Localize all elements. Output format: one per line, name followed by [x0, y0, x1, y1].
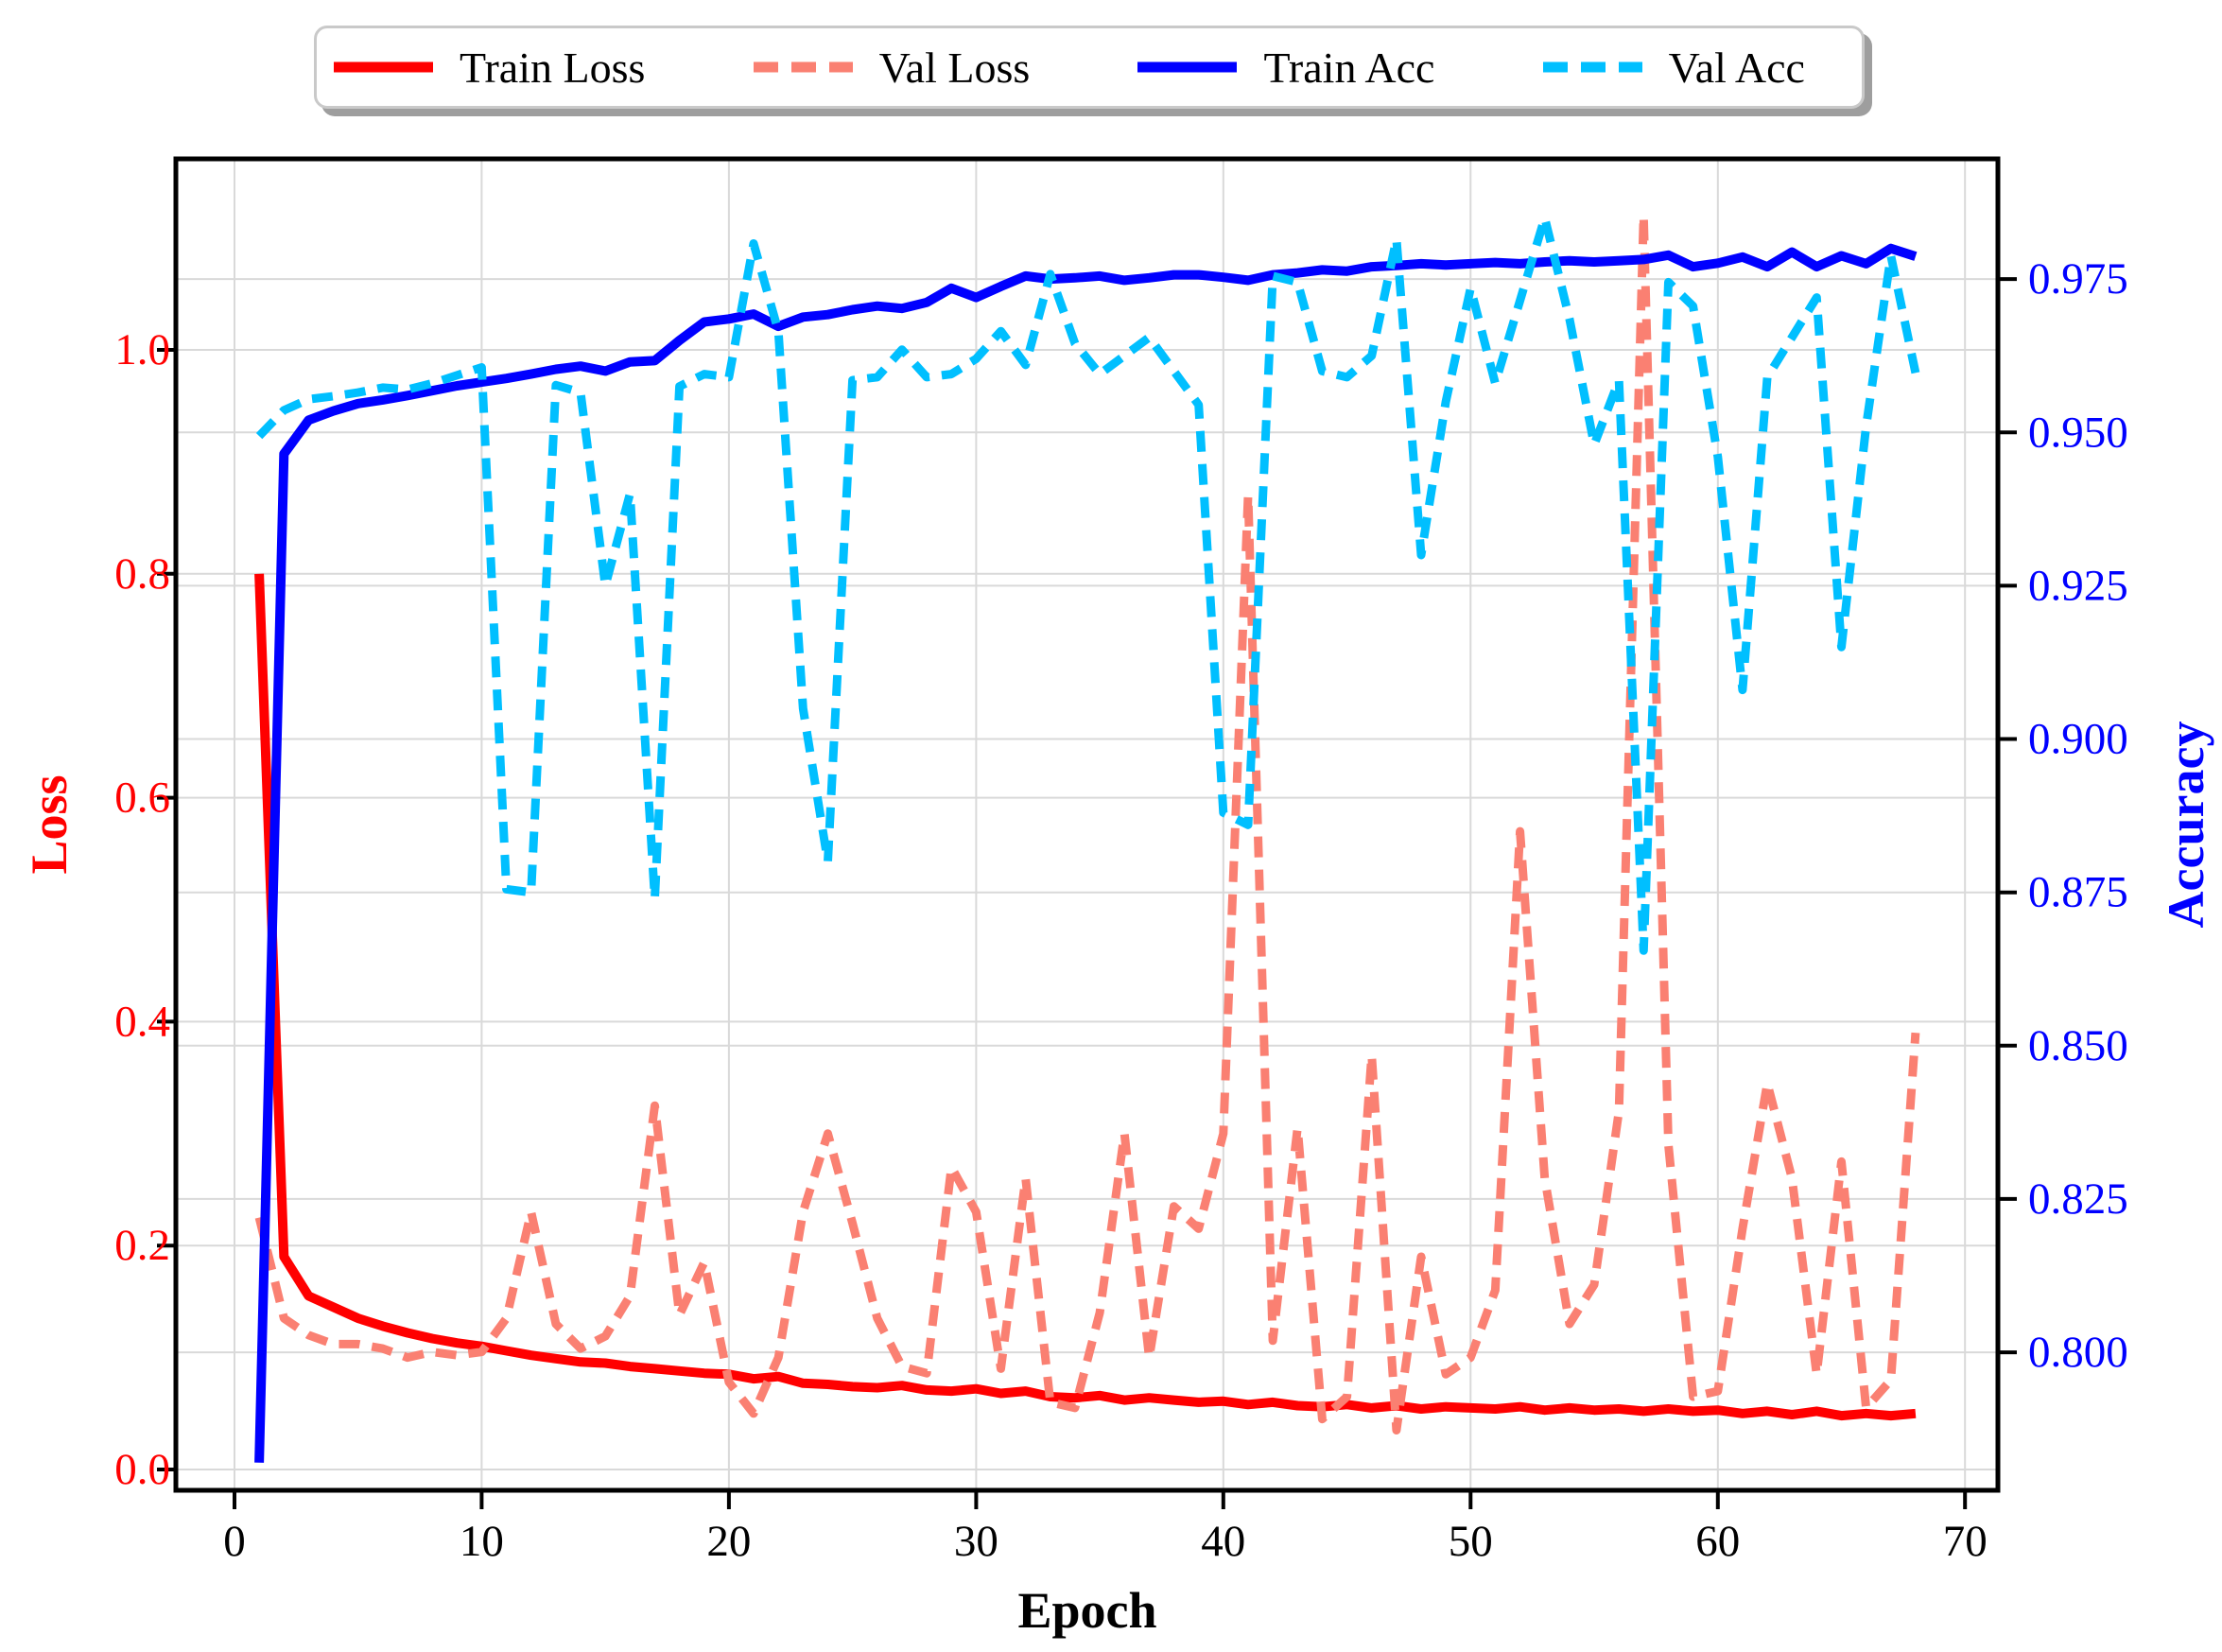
legend-item-val-loss: Val Loss [753, 43, 1031, 93]
x-tick-labels: 0 10 20 30 40 50 60 70 [223, 1517, 1987, 1566]
svg-text:0.6: 0.6 [114, 774, 170, 823]
svg-text:0.975: 0.975 [2028, 254, 2128, 304]
plot-border [173, 156, 2001, 1493]
series-val-loss [254, 211, 1920, 1435]
legend-label: Val Loss [878, 43, 1031, 92]
svg-text:50: 50 [1449, 1517, 1493, 1566]
svg-text:0.875: 0.875 [2028, 868, 2128, 917]
legend: Train Loss Val Loss Train Acc Val Acc [314, 26, 1865, 109]
svg-text:10: 10 [460, 1517, 504, 1566]
svg-text:0.950: 0.950 [2028, 408, 2128, 457]
svg-text:40: 40 [1201, 1517, 1245, 1566]
legend-label: Train Acc [1263, 43, 1435, 92]
svg-text:0.925: 0.925 [2028, 561, 2128, 610]
svg-text:0.800: 0.800 [2028, 1328, 2128, 1377]
right-tick-labels: 0.800 0.825 0.850 0.875 0.900 0.925 0.950 0.975 [2028, 254, 2128, 1377]
train-loss-line-swatch-icon [334, 61, 433, 73]
svg-text:60: 60 [1695, 1517, 1740, 1566]
svg-text:0.900: 0.900 [2028, 715, 2128, 764]
right-axis-title: Accuracy [2158, 722, 2214, 929]
left-axis-title: Loss [21, 774, 78, 874]
train-acc-line-swatch-icon [1137, 61, 1238, 73]
svg-text:70: 70 [1943, 1517, 1988, 1566]
legend-label: Val Acc [1668, 43, 1805, 92]
legend-item-train-acc: Train Acc [1137, 43, 1434, 93]
svg-text:0: 0 [223, 1517, 246, 1566]
legend-label: Train Loss [460, 43, 646, 92]
gridlines [176, 159, 1998, 1490]
svg-text:1.0: 1.0 [114, 325, 170, 374]
svg-text:0.2: 0.2 [114, 1221, 170, 1270]
svg-text:30: 30 [954, 1517, 998, 1566]
series-val-acc [255, 213, 1920, 955]
left-tick-labels: 0.0 0.2 0.4 0.6 0.8 1.0 [114, 325, 170, 1494]
svg-text:0.8: 0.8 [114, 549, 170, 599]
svg-text:0.4: 0.4 [114, 997, 170, 1046]
val-loss-dashed-swatch-icon [753, 61, 853, 73]
legend-item-val-acc: Val Acc [1542, 43, 1805, 93]
series-train-acc [254, 243, 1918, 1463]
svg-text:0.825: 0.825 [2028, 1174, 2128, 1224]
tick-marks [157, 277, 2017, 1509]
svg-text:20: 20 [706, 1517, 751, 1566]
val-acc-dashed-swatch-icon [1542, 61, 1642, 73]
legend-item-train-loss: Train Loss [334, 43, 645, 93]
svg-text:0.850: 0.850 [2028, 1021, 2128, 1070]
series-train-loss [254, 573, 1917, 1421]
x-axis-title: Epoch [1017, 1582, 1156, 1639]
svg-text:0.0: 0.0 [114, 1445, 170, 1494]
